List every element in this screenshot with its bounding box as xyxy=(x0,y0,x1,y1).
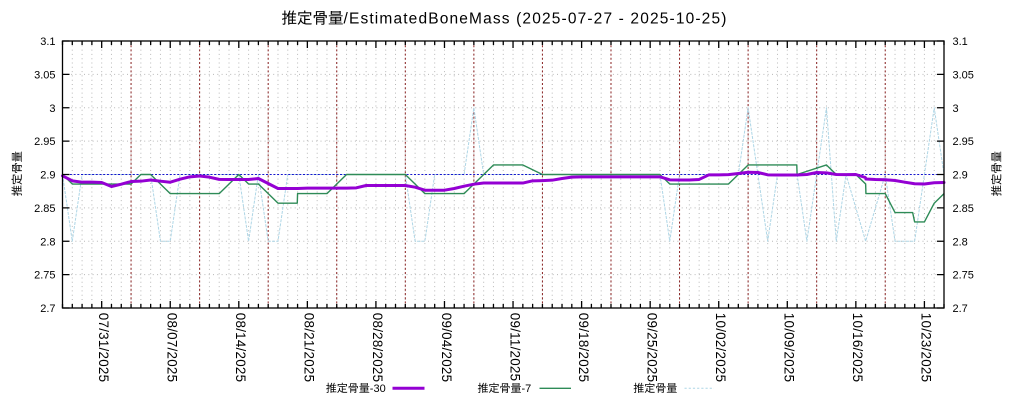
svg-text:3: 3 xyxy=(953,103,959,115)
svg-text:10/23/2025: 10/23/2025 xyxy=(919,313,934,383)
svg-text:2.95: 2.95 xyxy=(953,136,974,148)
svg-text:08/21/2025: 08/21/2025 xyxy=(302,313,317,383)
svg-text:2.8: 2.8 xyxy=(40,236,55,248)
svg-text:/EstimatedBoneMass (2025-07-27: /EstimatedBoneMass (2025-07-27 - 2025-10… xyxy=(344,11,728,28)
svg-text:08/28/2025: 08/28/2025 xyxy=(370,313,385,383)
svg-text:08/07/2025: 08/07/2025 xyxy=(165,313,180,383)
svg-text:3.1: 3.1 xyxy=(953,36,968,48)
svg-text:2.7: 2.7 xyxy=(40,303,55,315)
svg-text:09/11/2025: 09/11/2025 xyxy=(507,313,522,382)
svg-text:3.05: 3.05 xyxy=(953,69,974,81)
svg-text:2.95: 2.95 xyxy=(34,136,55,148)
svg-text:2.85: 2.85 xyxy=(34,203,55,215)
svg-text:09/25/2025: 09/25/2025 xyxy=(644,313,659,383)
svg-text:2.9: 2.9 xyxy=(40,170,55,182)
svg-text:2.75: 2.75 xyxy=(953,270,974,282)
svg-text:10/02/2025: 10/02/2025 xyxy=(713,313,728,383)
svg-text:07/31/2025: 07/31/2025 xyxy=(96,313,111,383)
svg-text:10/16/2025: 10/16/2025 xyxy=(850,313,865,383)
svg-text:2.7: 2.7 xyxy=(953,303,968,315)
svg-text:10/09/2025: 10/09/2025 xyxy=(782,313,797,383)
svg-text:09/18/2025: 09/18/2025 xyxy=(576,313,591,383)
svg-text:2.85: 2.85 xyxy=(953,203,974,215)
svg-text:3.1: 3.1 xyxy=(40,36,55,48)
svg-text:3.05: 3.05 xyxy=(34,69,55,81)
svg-text:-7: -7 xyxy=(522,383,532,395)
svg-text:2.9: 2.9 xyxy=(953,170,968,182)
svg-text:09/04/2025: 09/04/2025 xyxy=(439,313,454,383)
svg-text:-30: -30 xyxy=(370,383,386,395)
svg-text:3: 3 xyxy=(49,103,55,115)
svg-text:08/14/2025: 08/14/2025 xyxy=(233,313,248,383)
svg-text:2.8: 2.8 xyxy=(953,236,968,248)
svg-text:2.75: 2.75 xyxy=(34,270,55,282)
